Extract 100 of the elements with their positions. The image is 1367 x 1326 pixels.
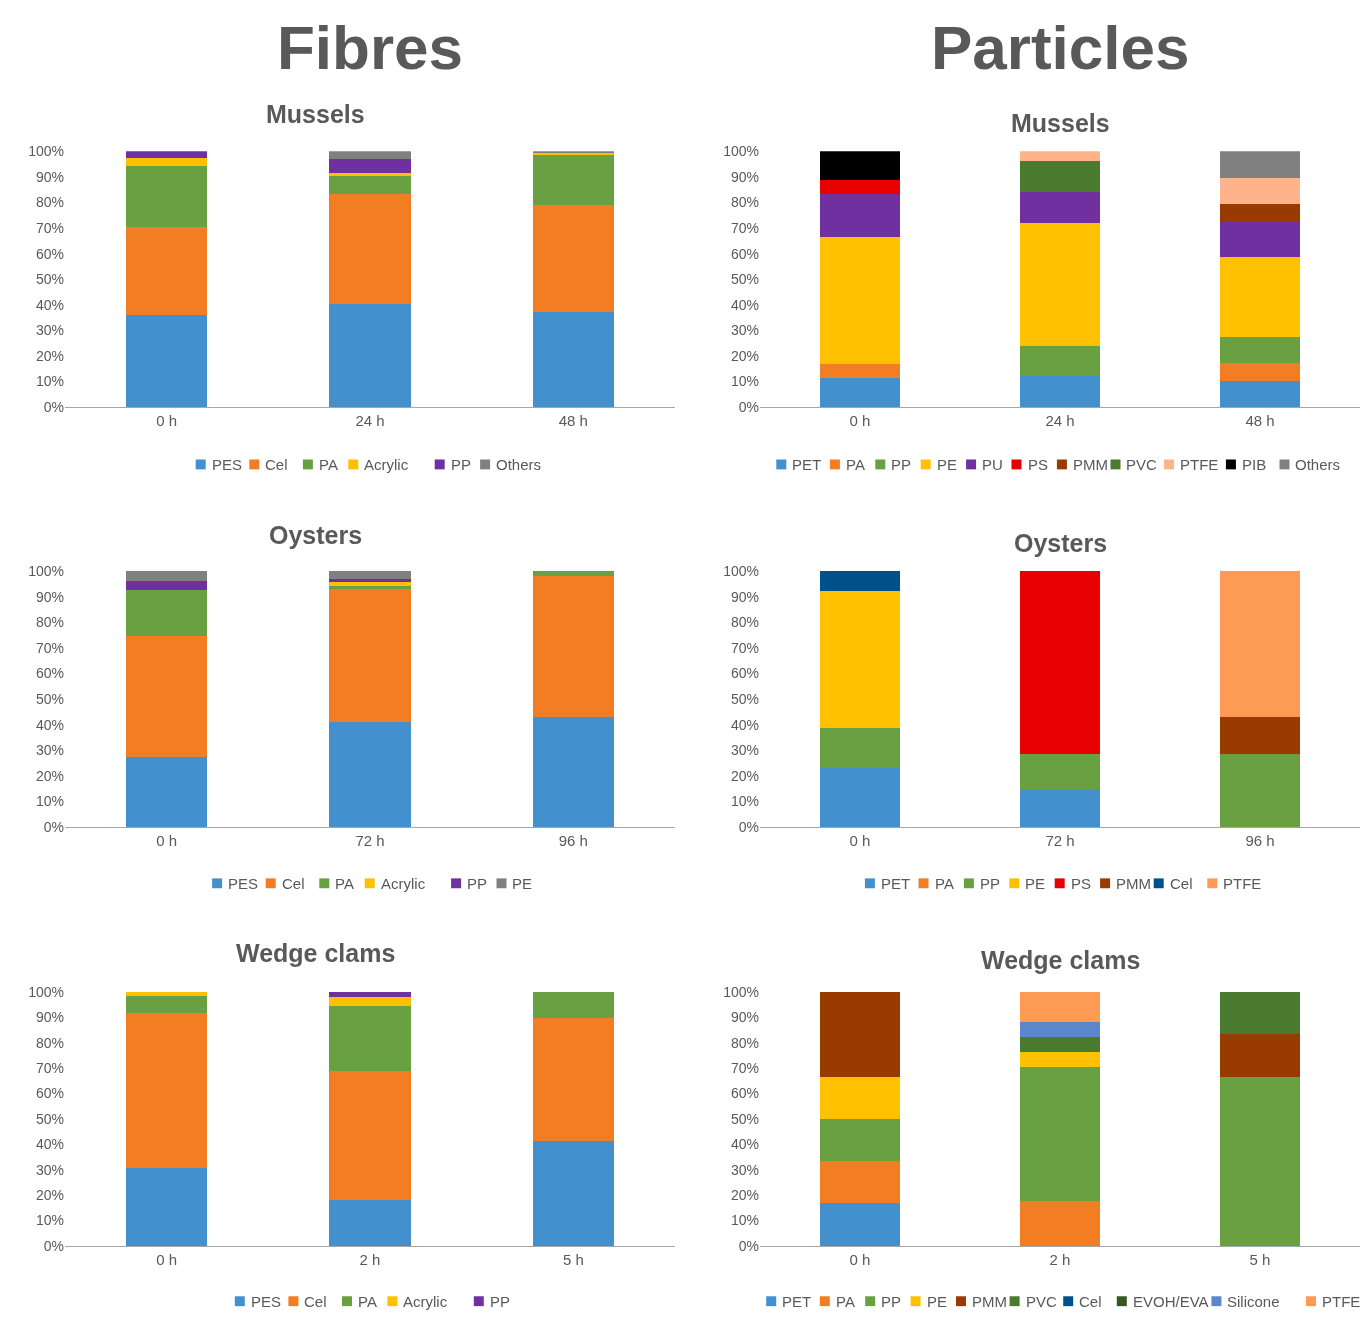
bar	[329, 585, 411, 589]
x-tick-label: 24 h	[355, 412, 385, 430]
x-tick-label: 48 h	[1245, 412, 1275, 430]
legend-label: PE	[512, 875, 533, 892]
chart-title: Mussels	[266, 100, 365, 128]
y-tick-label: 50%	[730, 690, 759, 707]
bar	[329, 722, 411, 827]
bar	[1220, 571, 1300, 718]
x-tick-label: 96 h	[1245, 832, 1275, 849]
y-tick-label: 70%	[35, 639, 64, 656]
legend-label: Cel	[1170, 875, 1193, 892]
bar	[1020, 376, 1100, 408]
bar	[820, 728, 900, 768]
legend-label: PP	[467, 875, 488, 892]
bar	[126, 580, 208, 590]
bar	[532, 991, 614, 1019]
bar	[532, 571, 614, 576]
bar	[126, 157, 208, 166]
legend-label: PES	[228, 875, 259, 892]
legend-label: PTFE	[1322, 1293, 1361, 1310]
y-tick-label: 70%	[730, 219, 759, 236]
y-tick-label: 100%	[723, 983, 759, 1000]
y-tick-label: 100%	[28, 563, 64, 580]
bar	[329, 1199, 411, 1246]
bar	[126, 757, 208, 827]
bar	[1220, 753, 1300, 827]
bar	[1220, 717, 1300, 754]
legend-label: PA	[335, 875, 354, 892]
x-tick-label: 0 h	[849, 1250, 871, 1268]
y-tick-label: 50%	[35, 1110, 64, 1127]
legend-label: Cel	[265, 456, 288, 473]
bar	[820, 1118, 900, 1162]
y-tick-label: 40%	[35, 716, 64, 733]
y-tick-label: 70%	[35, 219, 64, 236]
legend-label: Acrylic	[403, 1293, 448, 1310]
y-tick-label: 20%	[730, 347, 759, 364]
bar	[1020, 1036, 1100, 1052]
chart-title: Oysters	[269, 521, 363, 549]
y-tick-label: 0%	[738, 399, 759, 416]
legend-label: PA	[358, 1293, 377, 1310]
bar	[820, 1203, 900, 1246]
y-tick-label: 90%	[730, 1009, 759, 1026]
legend-label: PS	[1071, 875, 1092, 892]
y-tick-label: 20%	[730, 1187, 759, 1203]
bar	[532, 204, 614, 313]
bar	[1220, 151, 1300, 178]
bar	[532, 155, 614, 205]
y-tick-label: 60%	[35, 245, 64, 262]
legend-label: PP	[881, 1293, 902, 1310]
legend-label: PTFE	[1223, 875, 1262, 892]
y-tick-label: 80%	[35, 614, 64, 631]
y-tick-label: 30%	[730, 1161, 759, 1178]
legend-label: PA	[935, 875, 954, 892]
x-tick-label: 2 h	[359, 1250, 381, 1268]
y-tick-label: 70%	[35, 1060, 64, 1077]
y-tick-label: 80%	[730, 1034, 759, 1051]
x-tick-label: 48 h	[558, 412, 588, 430]
bar	[1220, 257, 1300, 337]
y-tick-label: 10%	[730, 373, 759, 390]
y-tick-label: 50%	[730, 1110, 759, 1127]
legend-label: PE	[927, 1293, 948, 1310]
bar	[1020, 1201, 1100, 1246]
chart-title: Wedge clams	[981, 946, 1141, 974]
bar	[329, 173, 411, 176]
bar	[820, 193, 900, 237]
y-tick-label: 90%	[730, 168, 759, 185]
bar	[329, 1070, 411, 1200]
bar	[532, 312, 614, 408]
legend-label: PP	[451, 456, 472, 473]
x-tick-label: 2 h	[1049, 1250, 1071, 1268]
chart-title: Mussels	[1011, 109, 1110, 137]
x-tick-label: 72 h	[1045, 832, 1075, 849]
legend-label: Cel	[282, 875, 305, 892]
bar	[532, 717, 614, 827]
y-tick-label: 0%	[43, 1237, 64, 1254]
y-tick-label: 90%	[730, 588, 759, 605]
y-tick-label: 10%	[35, 373, 64, 390]
legend-label: PP	[891, 456, 912, 473]
bar	[1020, 753, 1100, 791]
legend-label: EVOH/EVA	[1133, 1293, 1209, 1310]
bar	[126, 589, 208, 637]
y-tick-label: 60%	[730, 1085, 759, 1102]
legend-label: PS	[1028, 456, 1049, 473]
y-tick-label: 90%	[35, 168, 64, 185]
x-tick-label: 5 h	[562, 1250, 584, 1268]
y-tick-label: 30%	[730, 742, 759, 759]
x-tick-label: 0 h	[156, 1250, 178, 1268]
bar	[820, 378, 900, 408]
bar	[1020, 571, 1100, 754]
chart-title: Oysters	[1014, 529, 1108, 557]
legend-label: PET	[782, 1293, 812, 1310]
y-tick-label: 20%	[35, 1187, 64, 1203]
legend-label: PET	[792, 456, 822, 473]
y-tick-label: 50%	[35, 271, 64, 288]
legend-label: PMM	[972, 1293, 1007, 1310]
bar	[126, 1012, 208, 1169]
y-tick-label: 30%	[35, 1161, 64, 1178]
bar	[1220, 204, 1300, 222]
y-tick-label: 10%	[730, 793, 759, 810]
y-tick-label: 20%	[730, 767, 759, 784]
